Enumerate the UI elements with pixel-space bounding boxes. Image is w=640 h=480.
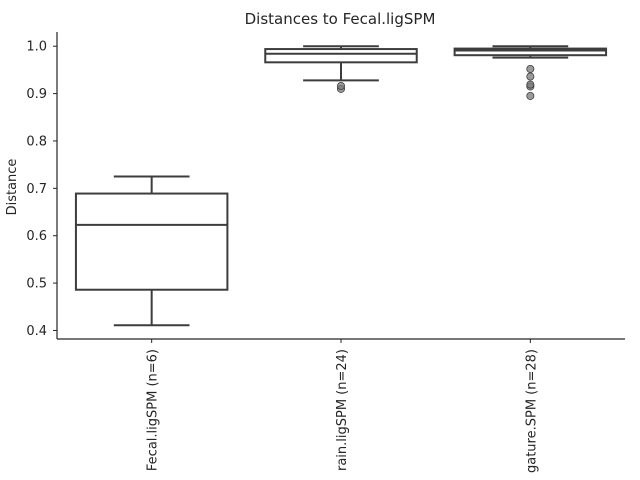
box-body <box>264 48 418 64</box>
outlier-point <box>336 82 345 91</box>
y-tick-label: 0.9 <box>26 87 47 102</box>
y-axis-label: Distance <box>5 159 20 216</box>
outlier-point <box>526 80 535 89</box>
x-tick-label: rain.ligSPM (n=24) <box>335 349 350 471</box>
outlier-point <box>526 72 535 81</box>
outlier-point <box>526 91 535 100</box>
y-tick-label: 0.8 <box>26 134 47 149</box>
chart-title: Distances to Fecal.ligSPM <box>245 10 436 28</box>
box-group-3 <box>453 45 608 100</box>
plot-area <box>74 45 608 327</box>
outlier-point <box>526 64 535 73</box>
axes: 0.4 0.5 0.6 0.7 0.8 0.9 1.0 Fecal.ligSPM (n=6) r… <box>26 32 625 473</box>
y-tick-label: 0.4 <box>26 324 47 339</box>
y-tick-label: 0.5 <box>26 277 47 292</box>
box-group-1 <box>74 175 229 327</box>
x-tick-label: gature.SPM (n=28) <box>524 349 539 473</box>
y-tick-label: 0.7 <box>26 182 47 197</box>
box-group-2 <box>264 45 418 93</box>
y-tick-label: 1.0 <box>26 40 47 55</box>
y-tick-label: 0.6 <box>26 229 47 244</box>
x-tick-label: Fecal.ligSPM (n=6) <box>146 349 161 471</box>
box-body <box>74 192 229 291</box>
box-body <box>453 47 608 57</box>
